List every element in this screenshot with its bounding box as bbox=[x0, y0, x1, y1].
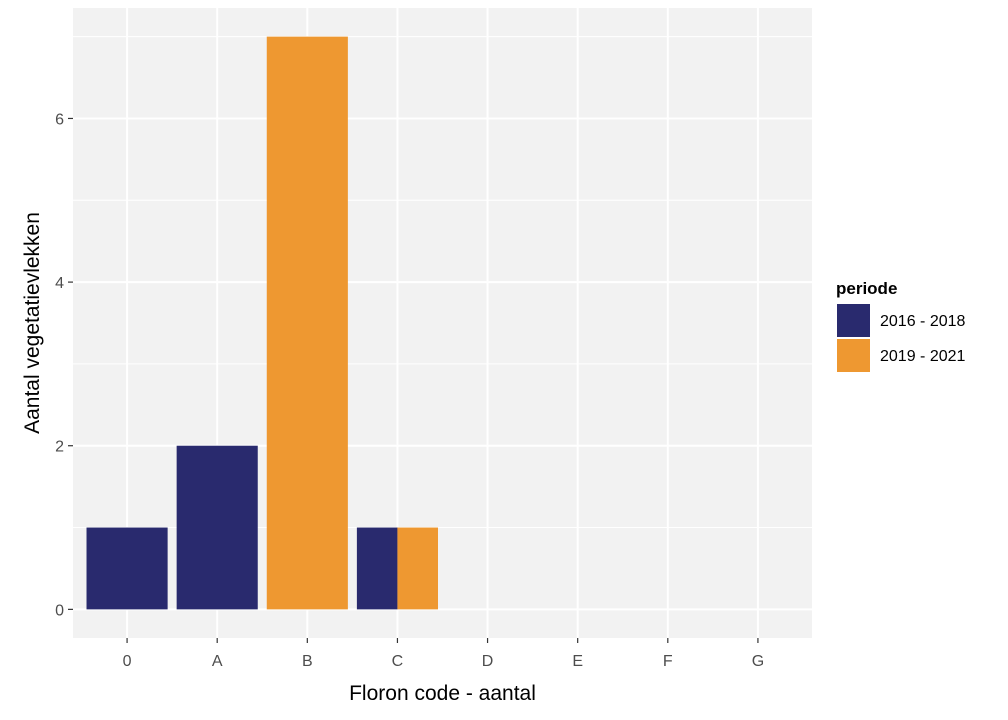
x-tick-label: D bbox=[482, 653, 494, 670]
x-tick-label: A bbox=[212, 653, 223, 670]
y-tick-label: 6 bbox=[55, 111, 64, 128]
bar-2016-2018-0 bbox=[86, 527, 168, 610]
bar-2016-2018-C bbox=[356, 527, 398, 610]
y-axis: 0 2 4 6 bbox=[55, 111, 73, 619]
legend: periode 2016 - 2018 2019 - 2021 bbox=[836, 279, 966, 372]
y-axis-title: Aantal vegetatievlekken bbox=[21, 212, 44, 434]
legend-swatch bbox=[837, 339, 870, 372]
legend-swatch bbox=[837, 304, 870, 337]
legend-label: 2016 - 2018 bbox=[880, 313, 966, 330]
y-tick-label: 0 bbox=[55, 602, 64, 619]
legend-title: periode bbox=[836, 279, 897, 298]
x-axis-title: Floron code - aantal bbox=[349, 682, 536, 705]
bar-2019-2021-C bbox=[397, 527, 438, 610]
legend-items: 2016 - 2018 2019 - 2021 bbox=[837, 304, 966, 372]
bar-2016-2018-A bbox=[176, 445, 258, 610]
x-tick-label: 0 bbox=[123, 653, 132, 670]
y-tick-label: 4 bbox=[55, 275, 64, 292]
bars-layer bbox=[86, 36, 438, 610]
x-tick-label: G bbox=[752, 653, 764, 670]
x-tick-label: E bbox=[572, 653, 583, 670]
bar-2019-2021-B bbox=[266, 36, 348, 610]
x-axis: 0 A B C D E F G bbox=[123, 638, 764, 670]
x-tick-label: F bbox=[663, 653, 673, 670]
x-tick-label: C bbox=[392, 653, 404, 670]
x-tick-label: B bbox=[302, 653, 313, 670]
legend-label: 2019 - 2021 bbox=[880, 348, 966, 365]
y-tick-label: 2 bbox=[55, 439, 64, 456]
